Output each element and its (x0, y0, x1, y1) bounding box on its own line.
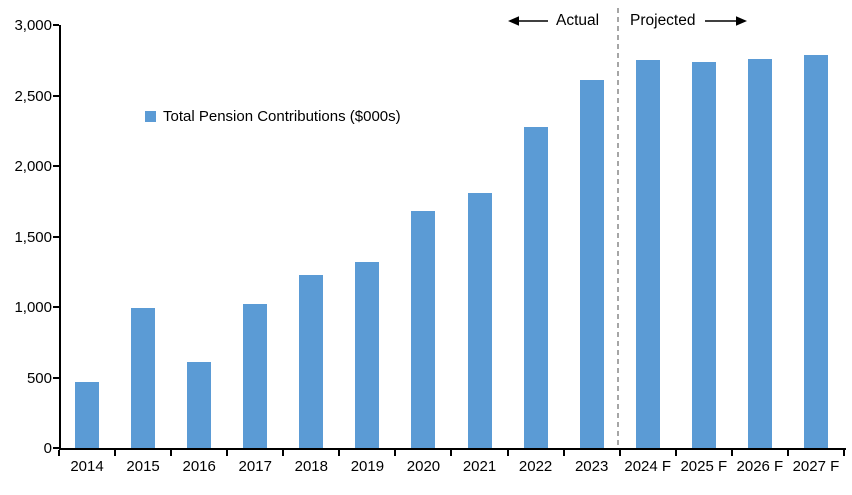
x-axis-tick-8 (506, 450, 509, 456)
x-axis-tick-0 (58, 450, 60, 456)
y-axis-tick-3,000 (53, 24, 59, 26)
bar-2025-f (691, 61, 716, 448)
x-axis-label-2024-f: 2024 F (624, 458, 672, 475)
x-axis-tick-14 (842, 450, 845, 456)
x-axis-label-2027-f: 2027 F (792, 458, 840, 475)
bar-2014 (75, 381, 100, 448)
y-axis-label-2,000: 2,000 (14, 158, 52, 175)
x-axis-label-2016: 2016 (182, 458, 216, 475)
y-axis-tick-1,500 (53, 235, 59, 238)
x-axis-tick-12 (730, 450, 733, 456)
x-axis-tick-10 (618, 450, 621, 456)
bar-2015 (131, 308, 156, 448)
projected-label: Projected (630, 12, 696, 29)
x-axis-label-2022: 2022 (518, 458, 553, 475)
y-axis-tick-2,500 (53, 94, 59, 97)
x-axis-label-2026-f: 2026 F (736, 458, 784, 475)
bar-2021 (467, 192, 492, 448)
y-axis-label-2,500: 2,500 (14, 87, 52, 105)
y-axis-line (59, 25, 61, 450)
bar-2024-f (635, 60, 660, 448)
y-axis-tick-2,000 (53, 165, 59, 167)
y-axis-tick-0 (53, 447, 59, 449)
x-axis-tick-4 (282, 450, 285, 456)
actual-projected-divider (617, 8, 619, 449)
x-axis-tick-5 (338, 450, 341, 456)
x-axis-label-2019: 2019 (350, 458, 385, 475)
projected-right-arrow-icon (705, 14, 747, 28)
x-axis-tick-9 (562, 450, 565, 456)
bar-2026-f (747, 58, 772, 448)
x-axis-label-2015: 2015 (126, 458, 160, 475)
x-axis-tick-3 (226, 450, 229, 456)
actual-left-arrow-icon (508, 14, 548, 28)
bar-2027-f (803, 54, 828, 448)
bar-2017 (243, 304, 268, 448)
x-axis-line (59, 448, 846, 450)
legend-label: Total Pension Contributions ($000s) (163, 108, 401, 125)
x-axis-label-2021: 2021 (462, 458, 497, 475)
x-axis-tick-13 (786, 450, 789, 456)
legend: Total Pension Contributions ($000s) (145, 108, 401, 125)
y-axis-label-1,000: 1,000 (14, 299, 52, 316)
bar-2016 (187, 361, 212, 448)
x-axis-label-2023: 2023 (574, 458, 609, 475)
y-axis-label-500: 500 (26, 369, 52, 387)
x-axis-label-2017: 2017 (238, 458, 272, 475)
bar-2023 (579, 79, 604, 448)
x-axis-label-2025-f: 2025 F (680, 458, 728, 475)
x-axis-tick-11 (674, 450, 677, 456)
x-axis-label-2020: 2020 (406, 458, 441, 475)
x-axis-tick-2 (170, 450, 173, 456)
bar-2020 (411, 211, 436, 448)
actual-label: Actual (556, 12, 600, 29)
y-axis-tick-1,000 (53, 306, 59, 308)
bar-2019 (355, 261, 380, 448)
x-axis-tick-7 (450, 450, 453, 456)
y-axis-label-3,000: 3,000 (14, 17, 52, 34)
x-axis-label-2018: 2018 (294, 458, 328, 475)
legend-square-icon (145, 111, 156, 122)
bar-2018 (299, 274, 324, 448)
y-axis-label-1,500: 1,500 (14, 228, 52, 246)
x-axis-tick-1 (114, 450, 117, 456)
y-axis-tick-500 (53, 376, 59, 379)
bar-2022 (523, 126, 548, 448)
x-axis-label-2014: 2014 (70, 458, 104, 475)
y-axis-label-0: 0 (43, 440, 52, 457)
x-axis-tick-6 (394, 450, 397, 456)
